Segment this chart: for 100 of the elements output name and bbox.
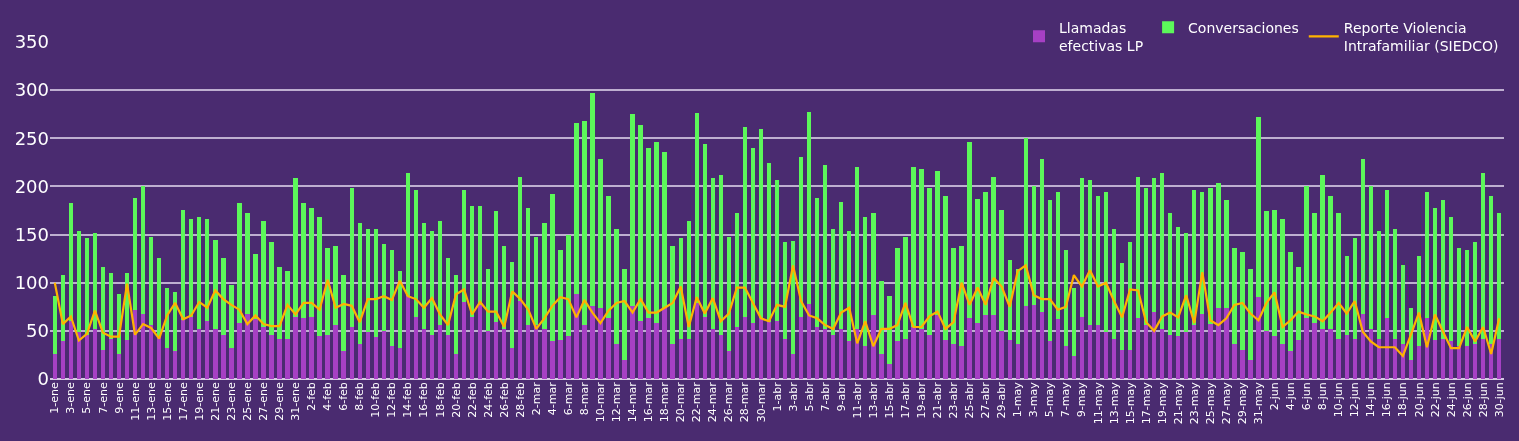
x-tick-label: 6-mar [561, 381, 575, 416]
bar [1208, 324, 1213, 379]
bar [1023, 305, 1028, 379]
bar [381, 330, 387, 379]
x-tick-label: 11-ene [128, 381, 142, 421]
bar [574, 294, 579, 379]
x-tick-label: 17-may [1139, 381, 1153, 425]
bar [485, 330, 491, 379]
bar [774, 321, 780, 379]
bar [253, 319, 258, 379]
bar [782, 338, 788, 379]
bar [1047, 341, 1053, 379]
x-tick-label: 26-feb [497, 382, 511, 418]
bar [718, 334, 724, 379]
bar [598, 159, 603, 308]
bar [261, 327, 266, 379]
bar [814, 327, 820, 379]
x-tick-label: 6-jun [1300, 382, 1314, 411]
bar [654, 142, 659, 324]
bar [1280, 344, 1285, 379]
legend-label: Llamadas efectivas LP [1059, 19, 1144, 54]
bar [911, 327, 916, 379]
bar [132, 197, 138, 310]
bar [1135, 318, 1141, 379]
bar [437, 325, 443, 379]
y-tick-label: 150 [14, 223, 49, 245]
bar [670, 246, 675, 345]
x-tick-label: 20-jun [1412, 382, 1426, 418]
bar [1071, 355, 1077, 379]
bar [1176, 335, 1181, 379]
bar [293, 317, 298, 379]
bar [317, 335, 322, 379]
bar [1416, 346, 1422, 379]
bar [750, 323, 756, 379]
bar [373, 336, 378, 379]
bar [999, 330, 1004, 379]
bar [710, 328, 716, 379]
y-tick-label: 200 [14, 175, 49, 197]
x-tick-label: 26-jun [1460, 382, 1474, 418]
bar [1119, 350, 1125, 379]
x-tick-label: 31-may [1252, 381, 1266, 425]
bar [662, 151, 667, 308]
legend-label: Reporte Violencia Intrafamiliar (SIEDCO) [1343, 19, 1499, 54]
x-tick-label: 19-ene [192, 381, 206, 421]
bar [822, 328, 828, 379]
bar [229, 348, 234, 379]
x-tick-label: 29-ene [273, 381, 287, 421]
bar [638, 124, 643, 322]
x-tick-label: 2-mar [529, 381, 543, 416]
bar [1095, 325, 1101, 379]
bar [269, 242, 274, 335]
bar [1392, 228, 1398, 339]
x-tick-label: 24-jun [1444, 382, 1458, 418]
bar [277, 338, 282, 379]
bar [1071, 288, 1077, 356]
bar [1063, 346, 1069, 379]
bar [911, 167, 916, 328]
bar [622, 359, 627, 379]
bar [229, 284, 234, 349]
bar [1272, 209, 1277, 336]
bar [1079, 317, 1085, 379]
bar [1328, 328, 1333, 379]
bar [526, 325, 531, 379]
x-tick-label: 19-may [1155, 381, 1169, 425]
bar [341, 275, 346, 352]
bar [1216, 182, 1221, 308]
x-tick-label: 4-feb [321, 382, 335, 411]
x-tick-label: 25-ene [240, 381, 254, 421]
x-tick-label: 31-ene [289, 381, 303, 421]
x-tick-label: 21-ene [208, 381, 222, 421]
x-tick-label: 10-mar [594, 381, 608, 423]
bar [790, 353, 796, 379]
x-tick-label: 16-feb [417, 382, 431, 418]
bar [237, 202, 242, 324]
bar [614, 228, 619, 345]
bar [726, 351, 732, 379]
bar [951, 248, 956, 345]
bar [606, 196, 611, 319]
bar [855, 167, 860, 329]
bar [325, 334, 330, 379]
bar [566, 234, 571, 336]
bar [887, 296, 892, 364]
bar [1288, 251, 1293, 352]
x-tick-label: 17-ene [176, 381, 190, 421]
bar [413, 317, 419, 379]
bar [694, 302, 699, 379]
bar [1304, 318, 1309, 379]
x-tick-label: 3-ene [64, 381, 78, 414]
bar [838, 328, 844, 379]
bar [1055, 319, 1061, 379]
bar [213, 328, 218, 379]
bar [1296, 339, 1301, 379]
bar [333, 246, 338, 326]
x-tick-label: 24-feb [481, 382, 495, 418]
bar [1208, 188, 1213, 325]
x-tick-label: 7-may [1059, 381, 1073, 418]
bar [550, 341, 555, 379]
bar [1328, 196, 1333, 329]
x-tick-label: 4-jun [1284, 382, 1298, 411]
bar [509, 348, 515, 379]
